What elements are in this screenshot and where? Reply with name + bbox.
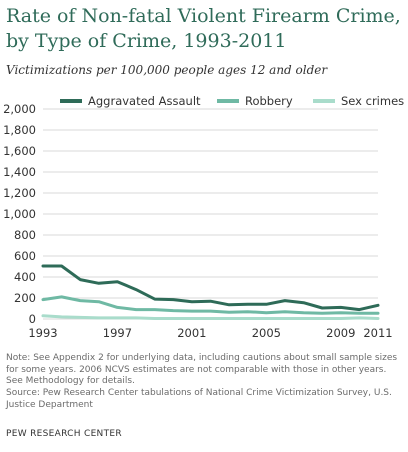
series-line-aggravated-assault [41,264,380,312]
y-tick-label: 600 [14,249,36,263]
y-tick-label: 1,000 [3,207,36,221]
legend-label: Aggravated Assault [88,94,201,108]
credit-label: PEW RESEARCH CENTER [6,429,122,439]
line-chart: 0 200 400 600 800 1,000 1,200 1,400 1,600 1,800 2,… [3,94,404,340]
series-layer [41,264,380,320]
chart-subtitle: Victimizations per 100,000 people ages 1… [6,63,328,77]
y-tick-label: 1,600 [3,144,36,158]
x-tick-label: 2001 [177,326,206,340]
y-tick-label: 200 [14,291,36,305]
chart-note: Note: See Appendix 2 for underlying data… [6,353,398,386]
x-tick-label: 2005 [252,326,281,340]
x-tick-label: 2011 [363,326,392,340]
x-tick-label: 1997 [103,326,132,340]
x-axis-ticks: 1993 1997 2001 2005 2009 2011 [28,326,392,340]
grid-layer [43,108,378,320]
y-tick-label: 400 [14,270,36,284]
legend-label: Robbery [245,94,293,108]
y-tick-label: 800 [14,228,36,242]
y-tick-label: 1,800 [3,123,36,137]
y-tick-label: 1,400 [3,165,36,179]
x-tick-label: 2009 [326,326,355,340]
legend: Aggravated Assault Robbery Sex crimes [60,94,404,108]
series-line-robbery [41,295,380,315]
y-tick-label: 1,200 [3,186,36,200]
chart-title: Rate of Non-fatal Violent Firearm Crime,… [6,5,401,52]
y-tick-label: 2,000 [3,102,36,116]
x-tick-label: 1993 [28,326,57,340]
chart-source: Source: Pew Research Center tabulations … [6,388,392,410]
legend-label: Sex crimes [341,94,404,108]
series-line-sex-crimes [41,314,380,320]
y-axis-ticks: 0 200 400 600 800 1,000 1,200 1,400 1,600 1,800 2,… [3,102,36,326]
y-tick-label: 0 [29,312,36,326]
